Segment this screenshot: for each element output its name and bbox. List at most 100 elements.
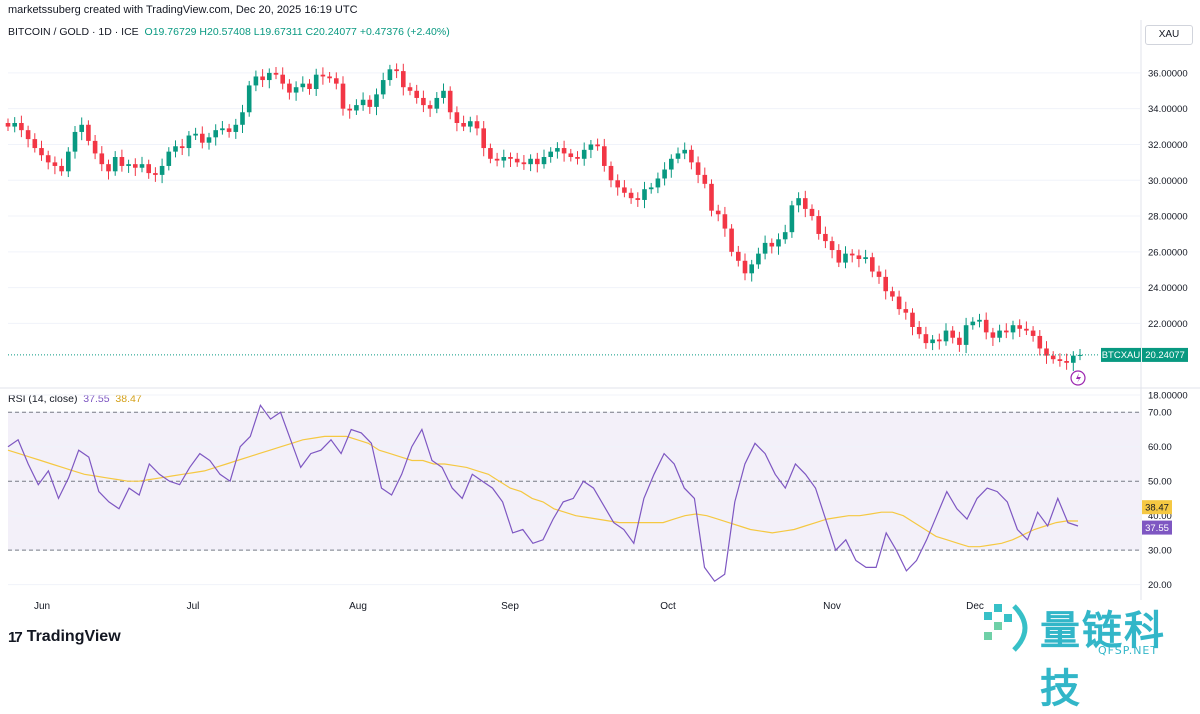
candle-body — [287, 83, 292, 93]
time-tick-label: Jul — [187, 601, 200, 612]
candle-body — [736, 251, 741, 261]
candle-body — [220, 128, 225, 131]
candle-body — [615, 180, 620, 188]
price-tag-value: 20.24077 — [1145, 350, 1185, 361]
candle-body — [347, 108, 352, 111]
price-tick-label: 26.00000 — [1148, 247, 1188, 258]
candle-body — [870, 257, 875, 272]
candle-body — [903, 309, 909, 313]
currency-button[interactable]: XAU — [1145, 25, 1193, 45]
candle-body — [863, 257, 868, 259]
time-tick-label: Dec — [966, 601, 984, 612]
candle-body — [273, 72, 279, 75]
watermark-logo-icon — [984, 604, 1028, 652]
candle-body — [709, 183, 714, 211]
candle-body — [374, 94, 379, 107]
candle-body — [997, 330, 1002, 338]
candle-body — [508, 157, 513, 159]
candle-body — [233, 124, 239, 132]
candle-body — [1024, 328, 1029, 331]
rsi-lines — [7, 403, 1079, 583]
candle-body — [1044, 348, 1049, 356]
candle-body — [816, 216, 821, 234]
candle-body — [843, 253, 848, 263]
candle-body — [561, 148, 567, 154]
candle-body — [642, 189, 647, 200]
candle-body — [367, 99, 373, 107]
candle-body — [327, 76, 332, 79]
candle-body — [441, 90, 446, 98]
candle-body — [240, 112, 245, 125]
candle-body — [106, 164, 111, 172]
candle-body — [957, 337, 962, 345]
lightning-icon[interactable] — [1070, 370, 1086, 386]
chart-canvas[interactable]: 36.00000 34.00000 32.00000 30.00000 28.00000… — [0, 0, 1200, 662]
candle-body — [1010, 325, 1016, 333]
candle-body — [1030, 330, 1036, 336]
candle-body — [896, 296, 902, 310]
candle-body — [876, 271, 882, 277]
candle-body — [112, 157, 118, 172]
candle-body — [675, 153, 681, 159]
candle-body — [695, 162, 701, 175]
candle-body — [588, 144, 594, 150]
price-axis[interactable]: 36.00000 34.00000 32.00000 30.00000 28.00000… — [1148, 68, 1188, 591]
candle-body — [648, 187, 654, 190]
time-axis[interactable]: Jun Jul Aug Sep Oct Nov Dec — [34, 601, 984, 612]
candle-body — [789, 205, 795, 233]
candle-body — [186, 135, 192, 149]
price-tick-label: 36.00000 — [1148, 68, 1188, 79]
candle-body — [159, 165, 165, 175]
candle-body — [32, 139, 38, 149]
candle-body — [568, 153, 574, 157]
candle-body — [454, 112, 460, 123]
candle-body — [66, 151, 71, 172]
candle-body — [769, 242, 775, 247]
candle-body — [829, 241, 835, 251]
candle-body — [133, 164, 138, 168]
candle-body — [313, 74, 319, 89]
candle-body — [253, 76, 259, 86]
rsi-tick-label: 30.00 — [1148, 546, 1172, 557]
time-tick-label: Aug — [349, 601, 367, 612]
candle-body — [414, 90, 419, 98]
rsi-value: 37.55 — [83, 393, 110, 405]
candle-body — [474, 121, 480, 129]
candle-body — [206, 137, 212, 143]
candle-body — [300, 83, 306, 88]
rsi-ma-tag: 38.47 — [1145, 502, 1169, 513]
candle-body — [92, 140, 98, 154]
candle-body — [126, 164, 131, 166]
candle-body — [1004, 330, 1009, 333]
rsi-tag: 37.55 — [1145, 523, 1169, 534]
candle-body — [521, 162, 527, 165]
candle-body — [602, 146, 607, 166]
rsi-title[interactable]: RSI (14, close) — [8, 393, 78, 405]
candle-body — [5, 123, 11, 127]
candle-body — [890, 291, 895, 297]
symbol-name[interactable]: BITCOIN / GOLD · 1D · ICE — [8, 26, 139, 38]
rsi-ma-tag-box — [1142, 500, 1172, 515]
candle-body — [293, 87, 299, 93]
candle-body — [595, 144, 600, 147]
candle-body — [12, 123, 17, 127]
candle-body — [280, 74, 285, 84]
candle-body — [260, 76, 265, 81]
candle-body — [930, 339, 935, 344]
candle-body — [360, 99, 366, 106]
rsi-tick-label: 60.00 — [1148, 442, 1172, 453]
candle-body — [528, 158, 533, 165]
candle-body — [722, 214, 728, 229]
candle-body — [334, 78, 339, 84]
price-tick-label: 30.00000 — [1148, 176, 1188, 187]
tradingview-logo[interactable]: 17 TradingView — [8, 628, 121, 646]
candle-body — [689, 149, 694, 163]
candle-body — [977, 319, 982, 322]
candle-body — [173, 146, 178, 152]
price-tick-label: 34.00000 — [1148, 104, 1188, 115]
candle-body — [401, 71, 406, 88]
candle-body — [407, 87, 413, 91]
candle-body — [655, 178, 661, 188]
candle-body — [923, 334, 929, 344]
candle-body — [950, 330, 955, 338]
